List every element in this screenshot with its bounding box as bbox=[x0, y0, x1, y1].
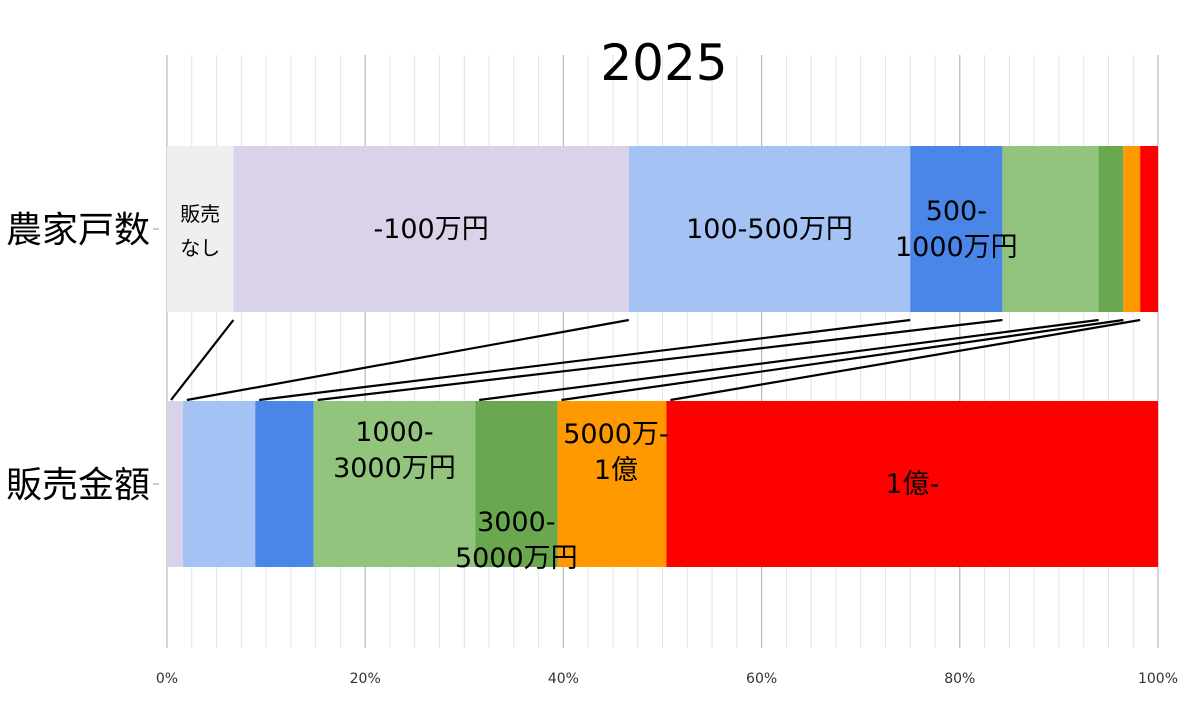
bar-segment-3000_5000 bbox=[475, 401, 558, 567]
x-tick-label: 100% bbox=[1138, 671, 1178, 687]
connector-lines bbox=[170, 318, 1141, 402]
bar-segment-none bbox=[167, 146, 234, 312]
x-tick-label: 40% bbox=[548, 671, 579, 687]
bar-segment-5000_1oku bbox=[1123, 146, 1141, 312]
segment-label-3000_5000: 5000万円 bbox=[455, 543, 578, 574]
segment-label-gt1oku: 1億- bbox=[885, 469, 939, 500]
connector-line bbox=[670, 318, 1141, 402]
connector-line bbox=[259, 318, 911, 402]
segment-label-3000_5000: 3000- bbox=[477, 507, 555, 538]
segment-label-500_1000: 500- bbox=[926, 196, 987, 227]
bar-segment-1000_3000 bbox=[1002, 146, 1099, 312]
bar-segment-100_500 bbox=[628, 146, 911, 312]
bar-segment-1000_3000 bbox=[313, 401, 476, 567]
x-tick-label: 80% bbox=[944, 671, 975, 687]
bar-segment-gt1oku bbox=[666, 401, 1158, 567]
segment-label-none: 販売 bbox=[180, 202, 220, 226]
bar-segment-lt100 bbox=[233, 146, 629, 312]
chart-title: 2025 bbox=[600, 34, 727, 92]
connector-line bbox=[186, 318, 630, 402]
bar-segment-5000_1oku bbox=[557, 401, 667, 567]
segment-label-5000_1oku: 5000万- bbox=[563, 419, 668, 450]
connector-line bbox=[479, 318, 1099, 402]
bar-segment-500_1000 bbox=[255, 401, 314, 567]
segment-label-100_500: 100-500万円 bbox=[686, 214, 853, 245]
bar-segment-gt1oku bbox=[1140, 146, 1158, 312]
segment-label-lt100: -100万円 bbox=[373, 214, 488, 245]
x-tick-label: 60% bbox=[746, 671, 777, 687]
x-axis-ticks: 0% 20% 40% 60% 80% 100% bbox=[156, 671, 1178, 687]
bar-segment-500_1000 bbox=[910, 146, 1003, 312]
x-tick-label: 20% bbox=[350, 671, 381, 687]
x-tick-label: 0% bbox=[156, 671, 178, 687]
connector-line bbox=[170, 319, 235, 401]
segment-label-5000_1oku: 1億 bbox=[594, 455, 638, 486]
bar-segment-100_500 bbox=[182, 401, 256, 567]
segment-label-1000_3000: 3000万円 bbox=[333, 453, 456, 484]
category-label: 販売金額 bbox=[6, 465, 150, 506]
segment-label-none: なし bbox=[180, 236, 220, 260]
segment-label-500_1000: 1000万円 bbox=[895, 232, 1018, 263]
bar-segment-3000_5000 bbox=[1098, 146, 1124, 312]
bars bbox=[167, 146, 1158, 567]
category-label: 農家戸数 bbox=[6, 210, 150, 251]
connector-line bbox=[317, 318, 1003, 402]
bar-segment-lt100 bbox=[167, 401, 183, 567]
segment-label-1000_3000: 1000- bbox=[355, 417, 433, 448]
connector-line bbox=[561, 318, 1124, 402]
